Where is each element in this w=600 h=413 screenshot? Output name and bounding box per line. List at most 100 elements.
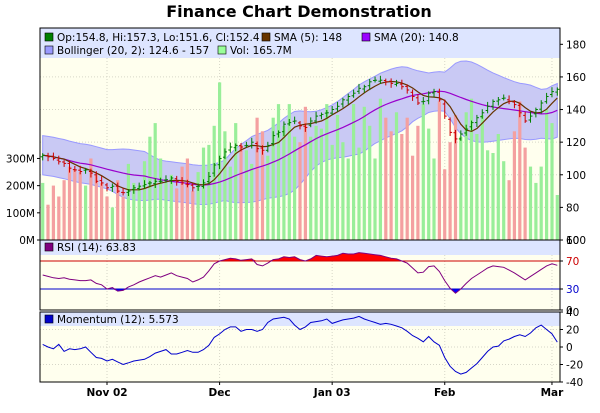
ohlc-bar <box>233 143 238 152</box>
volume-bar <box>437 101 441 241</box>
ohlc-bar <box>298 121 302 130</box>
volume-bar <box>175 188 179 240</box>
ohlc-bar <box>544 92 549 104</box>
ohlc-bar <box>356 83 361 94</box>
volume-bar <box>126 163 130 240</box>
ohlc-bar <box>126 189 131 196</box>
volume-bar <box>282 125 286 240</box>
ohlc-bar <box>330 106 335 116</box>
volume-bar <box>234 123 238 240</box>
sma20-line <box>42 90 558 186</box>
volume-bar <box>475 134 479 240</box>
ohlc-bar <box>533 107 538 118</box>
volume-bar <box>357 147 361 240</box>
ohlc-bar <box>415 94 420 105</box>
ohlc-bar <box>367 79 372 91</box>
ohlc-bar <box>51 152 56 161</box>
volume-bar <box>512 131 516 240</box>
ohlc-bar <box>201 179 206 189</box>
rsi-panel-frame <box>39 239 561 311</box>
volume-bar <box>384 117 388 240</box>
volume-bar <box>325 104 329 240</box>
volume-bar <box>196 172 200 240</box>
ohlc-bar <box>206 172 211 185</box>
legend-label-sma5: SMA (5): 148 <box>274 32 342 44</box>
volume-bar <box>309 136 313 240</box>
price-tick-label: 100 <box>566 170 586 182</box>
ohlc-bar <box>469 120 474 131</box>
ohlc-bar <box>362 84 367 93</box>
ohlc-bar <box>67 160 72 173</box>
volume-bar <box>319 128 323 240</box>
volume-bar <box>411 155 415 240</box>
volume-bar <box>57 196 61 240</box>
volume-bar <box>330 144 334 240</box>
ohlc-bar <box>512 100 517 109</box>
volume-bar <box>362 106 366 240</box>
momentum-tick-label: 20 <box>566 325 579 337</box>
volume-bar <box>185 158 189 240</box>
volume-bar <box>528 166 533 240</box>
ohlc-bar <box>340 97 345 108</box>
ohlc-bar <box>448 117 453 136</box>
legend-label-bollinger: Bollinger (20, 2): 124.6 - 157 <box>57 45 209 57</box>
volume-tick-label: 300M <box>6 153 35 165</box>
ohlc-bars <box>40 75 560 196</box>
ohlc-bar <box>335 101 340 112</box>
x-tick-label: Mar <box>541 387 565 399</box>
volume-bar <box>352 104 356 240</box>
volume-bar <box>496 134 500 240</box>
price-tick-label: 160 <box>566 72 586 84</box>
volume-bar <box>271 117 275 240</box>
volume-bar <box>400 134 404 240</box>
ohlc-bar <box>432 88 437 98</box>
x-tick-label: Feb <box>434 387 456 399</box>
ohlc-bar <box>287 119 292 126</box>
momentum-tick-label: -40 <box>566 377 583 389</box>
volume-bar <box>502 161 506 240</box>
volume-bar <box>228 166 232 240</box>
volume-bar <box>464 112 468 240</box>
ohlc-bar <box>169 176 174 184</box>
volume-bar <box>394 112 399 240</box>
ohlc-bar <box>115 182 120 193</box>
volume-bar <box>298 142 302 240</box>
volume-bar <box>266 155 270 240</box>
volume-bar <box>523 147 527 240</box>
ohlc-bar <box>281 121 286 137</box>
ohlc-bar <box>458 130 463 141</box>
ohlc-bar <box>190 183 195 192</box>
ohlc-bar <box>453 129 458 144</box>
ohlc-bar <box>163 175 168 183</box>
ohlc-bar <box>523 111 528 123</box>
volume-bar <box>539 166 543 240</box>
x-tick-label: Nov 02 <box>86 387 127 399</box>
ohlc-bar <box>99 176 104 186</box>
ohlc-bar <box>249 137 254 149</box>
volume-bar <box>555 195 559 240</box>
volume-bar <box>459 136 463 240</box>
rsi-tick-label: 0 <box>566 305 573 317</box>
price-tick-label: 180 <box>566 39 586 51</box>
volume-bar <box>132 182 136 240</box>
volume-bar <box>62 180 66 240</box>
volume-bar <box>105 196 109 240</box>
x-tick-label: Jan 03 <box>313 387 351 399</box>
volume-bar <box>67 166 72 240</box>
ohlc-bar <box>265 141 270 153</box>
ohlc-bar <box>147 181 152 187</box>
ohlc-bar <box>378 75 383 84</box>
volume-bar <box>276 104 281 240</box>
volume-bar <box>148 136 152 240</box>
legend-label-sma20: SMA (20): 140.8 <box>374 32 459 44</box>
ohlc-bar <box>314 111 319 124</box>
volume-bar <box>416 125 420 240</box>
ohlc-bar <box>180 177 185 185</box>
volume-bar <box>405 117 409 240</box>
ohlc-bar <box>426 91 431 105</box>
price-tick-label: 120 <box>566 137 586 149</box>
volume-bar <box>421 104 425 240</box>
ohlc-bar <box>474 114 479 127</box>
ohlc-bar <box>394 79 399 87</box>
